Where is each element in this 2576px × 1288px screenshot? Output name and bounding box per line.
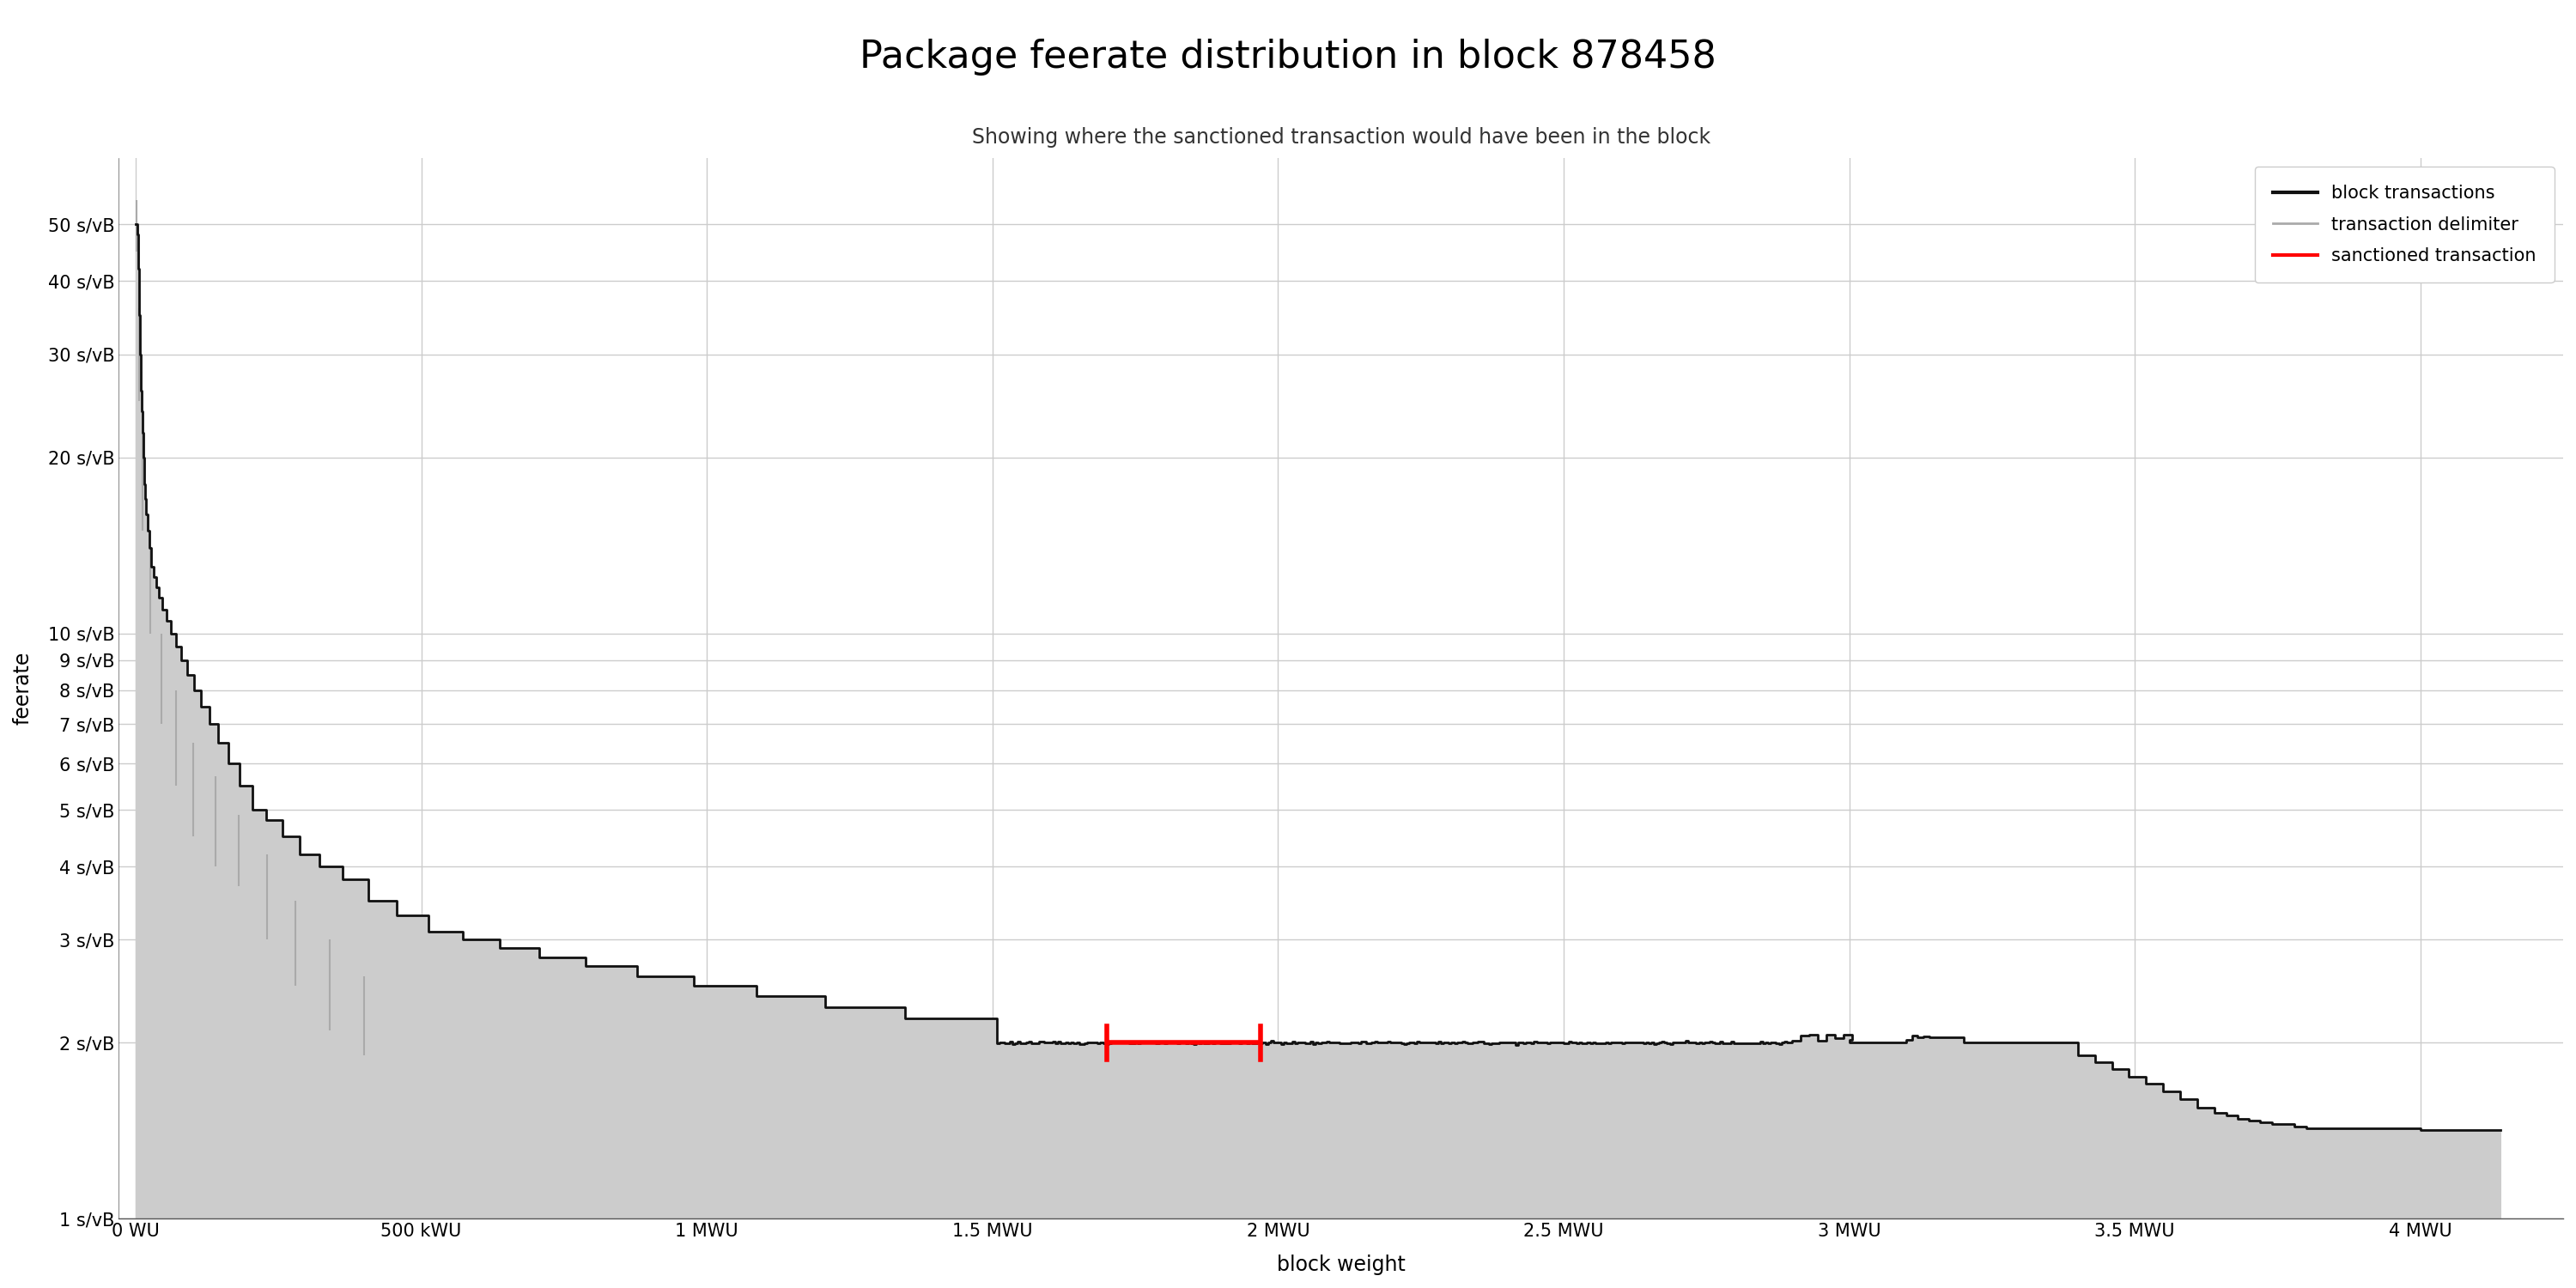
block transactions bbox=[2486, 1122, 2517, 1137]
Text: Package feerate distribution in block 878458: Package feerate distribution in block 87… bbox=[860, 39, 1716, 76]
block transactions bbox=[1404, 1036, 1435, 1051]
Title: Showing where the sanctioned transaction would have been in the block: Showing where the sanctioned transaction… bbox=[971, 128, 1710, 148]
block transactions bbox=[1247, 1034, 1278, 1050]
block transactions bbox=[1376, 1036, 1406, 1051]
X-axis label: block weight: block weight bbox=[1278, 1255, 1406, 1275]
block transactions bbox=[121, 216, 152, 232]
Line: block transactions: block transactions bbox=[137, 224, 2501, 1130]
sanctioned transaction bbox=[1244, 1036, 1275, 1051]
block transactions bbox=[2406, 1122, 2437, 1137]
block transactions bbox=[1409, 1036, 1440, 1051]
block transactions bbox=[2463, 1122, 2494, 1137]
block transactions bbox=[1620, 1034, 1651, 1050]
sanctioned transaction bbox=[1092, 1036, 1123, 1051]
Y-axis label: feerate: feerate bbox=[13, 652, 33, 725]
Legend: block transactions, transaction delimiter, sanctioned transaction: block transactions, transaction delimite… bbox=[2254, 166, 2555, 282]
